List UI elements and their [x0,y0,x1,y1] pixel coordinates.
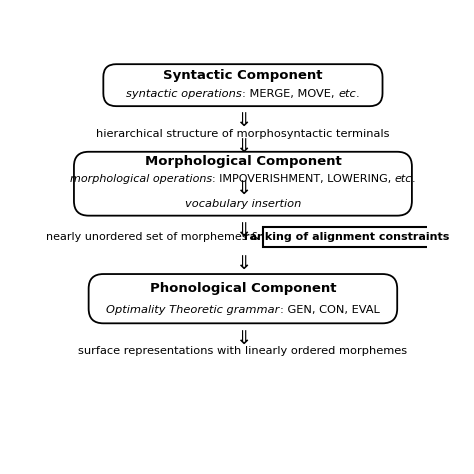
Text: ⇓: ⇓ [235,179,251,198]
Text: hierarchical structure of morphosyntactic terminals: hierarchical structure of morphosyntacti… [96,128,390,138]
Text: Optimality Theoretic grammar: Optimality Theoretic grammar [107,304,280,315]
Text: surface representations with linearly ordered morphemes: surface representations with linearly or… [78,346,408,356]
Text: morphological operations: morphological operations [70,173,212,183]
Text: ⇓: ⇓ [235,254,251,273]
Text: ⇓: ⇓ [235,329,251,348]
Text: : MERGE, MOVE,: : MERGE, MOVE, [242,90,338,100]
Text: ⇓: ⇓ [235,137,251,156]
Text: .: . [356,90,360,100]
Text: nearly unordered set of morphemes &: nearly unordered set of morphemes & [46,232,263,242]
Text: ranking of alignment constraints: ranking of alignment constraints [244,232,449,242]
Text: ⇓: ⇓ [235,221,251,240]
Text: etc: etc [338,90,356,100]
Bar [263,228,430,247]
Text: ⇓: ⇓ [235,111,251,130]
FancyBboxPatch shape [103,64,383,106]
Text: Phonological Component: Phonological Component [150,283,336,295]
Text: vocabulary insertion: vocabulary insertion [185,199,301,209]
Text: : IMPOVERISHMENT, LOWERING,: : IMPOVERISHMENT, LOWERING, [212,173,395,183]
Text: Syntactic Component: Syntactic Component [163,69,323,82]
Text: : GEN, CON, EVAL: : GEN, CON, EVAL [280,304,379,315]
Text: etc: etc [395,173,412,183]
Text: .: . [412,173,416,183]
Text: Morphological Component: Morphological Component [145,155,341,168]
FancyBboxPatch shape [74,152,412,216]
Text: syntactic operations: syntactic operations [126,90,242,100]
FancyBboxPatch shape [89,274,397,323]
